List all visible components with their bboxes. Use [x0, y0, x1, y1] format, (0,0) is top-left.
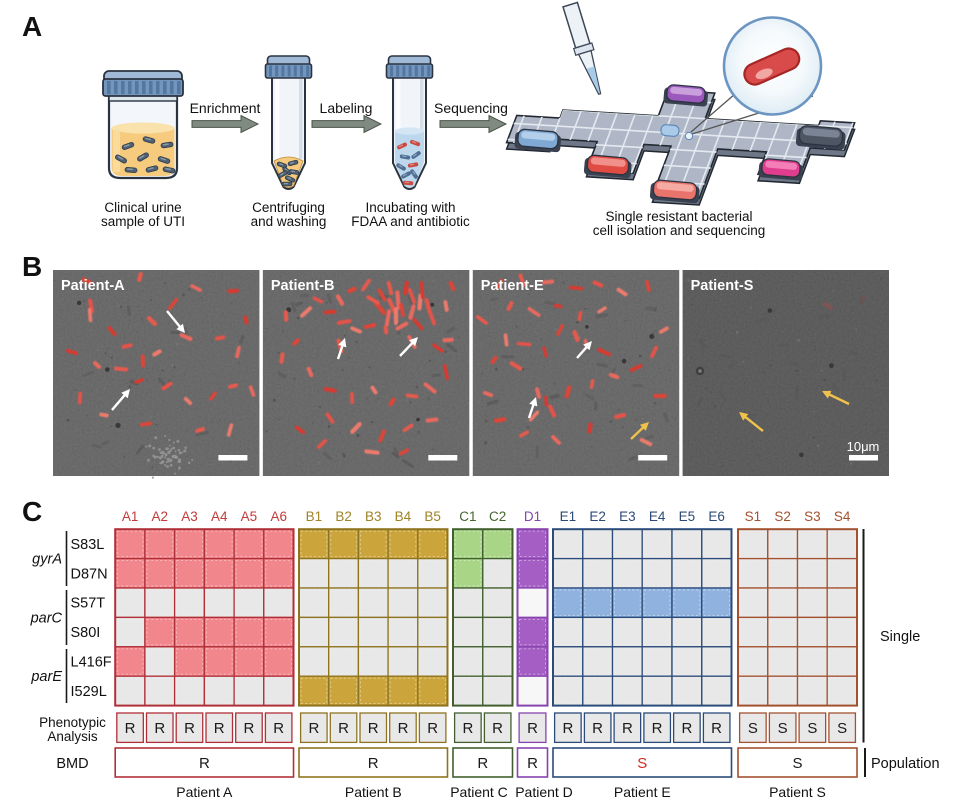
svg-text:S2: S2 — [774, 509, 791, 524]
svg-text:R: R — [154, 720, 165, 737]
svg-text:B5: B5 — [424, 509, 441, 524]
svg-text:A3: A3 — [181, 509, 198, 524]
svg-text:I529L: I529L — [71, 684, 107, 700]
svg-text:Patient E: Patient E — [614, 784, 671, 800]
svg-text:L416F: L416F — [71, 655, 112, 671]
svg-text:D87N: D87N — [71, 566, 108, 582]
svg-text:S: S — [778, 720, 788, 737]
svg-text:E6: E6 — [708, 509, 725, 524]
svg-text:Patient-S: Patient-S — [691, 278, 754, 294]
svg-text:R: R — [562, 720, 573, 737]
svg-text:R: R — [652, 720, 663, 737]
svg-text:R: R — [368, 755, 379, 772]
svg-text:B4: B4 — [395, 509, 412, 524]
svg-text:B: B — [22, 251, 42, 282]
svg-text:Incubating with: Incubating with — [365, 200, 455, 215]
svg-text:A2: A2 — [152, 509, 169, 524]
svg-text:parC: parC — [30, 610, 63, 626]
svg-text:Labeling: Labeling — [320, 100, 373, 116]
svg-text:Enrichment: Enrichment — [190, 100, 261, 116]
svg-text:R: R — [214, 720, 225, 737]
svg-text:R: R — [681, 720, 692, 737]
svg-text:R: R — [622, 720, 633, 737]
svg-text:cell isolation and sequencing: cell isolation and sequencing — [593, 223, 766, 238]
svg-text:R: R — [477, 755, 488, 772]
svg-text:E5: E5 — [679, 509, 696, 524]
svg-text:S: S — [637, 755, 647, 772]
svg-text:S4: S4 — [834, 509, 851, 524]
svg-text:A5: A5 — [241, 509, 258, 524]
svg-text:parE: parE — [30, 669, 62, 685]
svg-text:R: R — [462, 720, 473, 737]
svg-text:C2: C2 — [489, 509, 506, 524]
svg-text:Patient B: Patient B — [345, 784, 402, 800]
svg-text:Sequencing: Sequencing — [434, 100, 508, 116]
svg-text:R: R — [492, 720, 503, 737]
svg-text:Patient D: Patient D — [515, 784, 573, 800]
svg-text:A: A — [22, 11, 42, 42]
svg-text:Population: Population — [871, 756, 940, 772]
svg-text:R: R — [243, 720, 254, 737]
svg-text:R: R — [527, 755, 538, 772]
svg-text:R: R — [273, 720, 284, 737]
svg-text:S: S — [807, 720, 817, 737]
svg-text:S83L: S83L — [71, 537, 105, 553]
svg-text:Single: Single — [880, 629, 920, 645]
svg-text:S3: S3 — [804, 509, 821, 524]
svg-text:R: R — [398, 720, 409, 737]
svg-text:E1: E1 — [560, 509, 577, 524]
svg-text:S: S — [837, 720, 847, 737]
svg-text:R: R — [427, 720, 438, 737]
svg-text:Single resistant bacterial: Single resistant bacterial — [605, 209, 752, 224]
svg-text:E3: E3 — [619, 509, 636, 524]
svg-text:sample of UTI: sample of UTI — [101, 214, 185, 229]
svg-text:R: R — [199, 755, 210, 772]
svg-text:Patient-E: Patient-E — [481, 278, 544, 294]
svg-text:R: R — [592, 720, 603, 737]
svg-text:B1: B1 — [306, 509, 323, 524]
svg-text:B3: B3 — [365, 509, 382, 524]
svg-text:S: S — [748, 720, 758, 737]
svg-text:R: R — [338, 720, 349, 737]
svg-text:10μm: 10μm — [847, 439, 880, 454]
svg-text:gyrA: gyrA — [32, 552, 62, 568]
svg-text:Analysis: Analysis — [47, 729, 98, 744]
svg-text:B2: B2 — [335, 509, 352, 524]
svg-text:BMD: BMD — [56, 756, 88, 772]
svg-text:Centrifuging: Centrifuging — [252, 200, 325, 215]
svg-text:S: S — [792, 755, 802, 772]
svg-text:R: R — [184, 720, 195, 737]
svg-text:A1: A1 — [122, 509, 139, 524]
svg-text:Patient-A: Patient-A — [61, 278, 125, 294]
svg-text:R: R — [308, 720, 319, 737]
svg-text:R: R — [711, 720, 722, 737]
svg-text:Phenotypic: Phenotypic — [39, 715, 106, 730]
svg-text:R: R — [368, 720, 379, 737]
svg-text:Patient C: Patient C — [450, 784, 508, 800]
svg-text:C: C — [22, 496, 42, 527]
svg-text:E2: E2 — [589, 509, 606, 524]
svg-text:FDAA and antibiotic: FDAA and antibiotic — [351, 214, 470, 229]
svg-text:Clinical urine: Clinical urine — [104, 200, 181, 215]
svg-text:S57T: S57T — [71, 596, 106, 612]
svg-text:E4: E4 — [649, 509, 666, 524]
svg-text:R: R — [125, 720, 136, 737]
svg-text:S1: S1 — [745, 509, 762, 524]
svg-text:A4: A4 — [211, 509, 228, 524]
svg-text:D1: D1 — [524, 509, 541, 524]
svg-text:and washing: and washing — [251, 214, 327, 229]
svg-text:Patient S: Patient S — [769, 784, 826, 800]
svg-text:A6: A6 — [270, 509, 287, 524]
svg-text:C1: C1 — [459, 509, 476, 524]
svg-text:R: R — [527, 720, 538, 737]
svg-text:Patient-B: Patient-B — [271, 278, 335, 294]
svg-text:Patient A: Patient A — [176, 784, 233, 800]
svg-text:S80I: S80I — [71, 625, 101, 641]
